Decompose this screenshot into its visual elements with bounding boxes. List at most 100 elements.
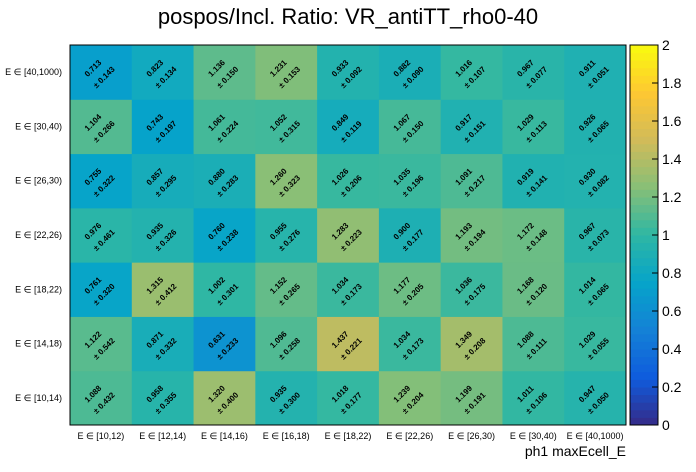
color-scale-step <box>630 219 658 228</box>
heatmap-cell <box>440 262 503 317</box>
y-tick-label: E ∈ [22,26) <box>15 230 62 240</box>
color-scale-step <box>630 121 658 130</box>
heatmap-cell <box>564 207 627 263</box>
heatmap-cell <box>440 370 503 426</box>
heatmap-cell <box>131 153 195 209</box>
heatmap-cell <box>193 316 256 372</box>
heatmap-cell <box>378 45 442 100</box>
x-tick-label: E ∈ [14,16) <box>201 431 248 441</box>
color-scale-step <box>630 90 658 99</box>
heatmap-cell <box>378 316 442 372</box>
z-tick-label: 0.8 <box>662 265 682 281</box>
color-scale-step <box>630 197 658 206</box>
color-scale-step <box>630 181 658 190</box>
heatmap-cell <box>378 262 442 317</box>
heatmap-cell <box>193 99 256 155</box>
heatmap-cell <box>564 262 627 317</box>
heatmap-cell <box>317 153 380 209</box>
x-axis-title: ph1 maxEcell_E <box>525 443 626 459</box>
heatmap-cell <box>378 153 442 209</box>
color-scale-step <box>630 204 658 213</box>
heatmap-cell <box>317 316 380 372</box>
heatmap-cell <box>564 45 627 100</box>
color-scale-step <box>630 105 658 114</box>
heatmap-cell <box>502 370 565 426</box>
x-tick-label: E ∈ [12,14) <box>139 431 186 441</box>
heatmap-cell <box>255 99 318 155</box>
z-tick-label: 1.8 <box>662 75 682 91</box>
heatmap-cell <box>440 153 503 209</box>
color-scale-step <box>630 402 658 411</box>
heatmap-cell <box>564 316 627 372</box>
color-scale-step <box>630 98 658 107</box>
z-tick-label: 2 <box>662 37 670 53</box>
z-tick-label: 0.4 <box>662 341 682 357</box>
heatmap-cell <box>440 207 503 263</box>
color-scale-step <box>630 235 658 244</box>
y-tick-label: E ∈ [40,1000) <box>5 67 62 77</box>
color-scale-bar <box>629 44 659 426</box>
heatmap-cell <box>70 99 133 155</box>
x-tick-label: E ∈ [22,26) <box>386 431 433 441</box>
heatmap-cell <box>502 262 565 317</box>
heatmap-cell <box>502 153 565 209</box>
color-scale-step <box>630 379 658 388</box>
color-scale-step <box>630 333 658 342</box>
color-scale-step <box>630 273 658 282</box>
color-scale-step <box>630 295 658 304</box>
y-axis-ticks: E ∈ [10,14) E ∈ [14,18) E ∈ [18,22) E ∈ [22… <box>5 67 62 403</box>
color-scale-step <box>630 212 658 221</box>
color-scale-step <box>630 394 658 403</box>
color-scale-step <box>630 60 658 69</box>
color-scale-step <box>630 326 658 335</box>
heatmap-cell <box>193 45 256 100</box>
heatmap-cell <box>378 370 442 426</box>
z-tick-label: 1.2 <box>662 189 682 205</box>
color-scale-step <box>630 356 658 365</box>
color-scale-step <box>630 280 658 289</box>
heatmap-cell <box>131 207 195 263</box>
heatmap-cell <box>317 207 380 263</box>
color-scale-step <box>630 174 658 183</box>
x-tick-label: E ∈ [18,22) <box>325 431 372 441</box>
chart-title: pospos/Incl. Ratio: VR_antiTT_rho0-40 <box>158 4 538 29</box>
color-scale-step <box>630 189 658 198</box>
color-scale-step <box>630 113 658 122</box>
color-scale-step <box>630 151 658 160</box>
color-scale-step <box>630 83 658 92</box>
y-tick-label: E ∈ [30,40) <box>15 121 62 131</box>
color-scale-step <box>630 341 658 350</box>
heatmap-cell <box>440 45 503 100</box>
x-tick-label: E ∈ [16,18) <box>263 431 310 441</box>
y-tick-label: E ∈ [14,18) <box>15 339 62 349</box>
y-tick-label: E ∈ [18,22) <box>15 284 62 294</box>
heatmap-cell <box>255 262 318 317</box>
color-scale-step <box>630 387 658 396</box>
color-scale-step <box>630 52 658 61</box>
color-scale-step <box>630 257 658 266</box>
color-scale-step <box>630 364 658 373</box>
color-scale-step <box>630 349 658 358</box>
y-tick-label: E ∈ [26,30) <box>15 176 62 186</box>
heatmap-cell <box>70 45 133 100</box>
color-scale-step <box>630 318 658 327</box>
heatmap-cell <box>502 207 565 263</box>
z-tick-label: 0.2 <box>662 379 682 395</box>
color-scale-step <box>630 409 658 418</box>
color-scale-ticks: 0 0.2 0.4 0.6 0.8 1 1.2 1.4 1.6 1.8 2 <box>652 37 682 433</box>
color-scale-step <box>630 45 658 54</box>
color-scale-step <box>630 227 658 236</box>
heatmap-cell <box>193 370 256 426</box>
heatmap-cell <box>255 153 318 209</box>
y-tick-label: E ∈ [10,14) <box>15 393 62 403</box>
heatmap-cell <box>502 45 565 100</box>
heatmap-cell <box>378 99 442 155</box>
heatmap-cell <box>564 99 627 155</box>
heatmap-cell <box>378 207 442 263</box>
x-tick-label: E ∈ [26,30) <box>448 431 495 441</box>
color-scale-step <box>630 417 658 426</box>
heatmap-cell <box>131 45 195 100</box>
z-tick-label: 0 <box>662 417 670 433</box>
heatmap-cell <box>70 207 133 263</box>
